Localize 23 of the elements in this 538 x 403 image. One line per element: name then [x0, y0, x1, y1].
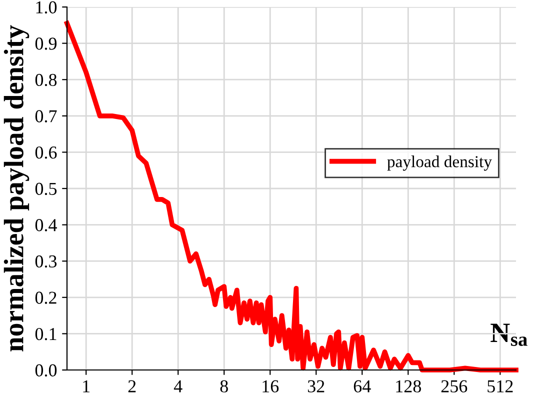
- y-axis-title: normalized payload density: [4, 25, 30, 352]
- legend-label: payload density: [387, 156, 492, 171]
- x-tick-label: 256: [441, 380, 468, 392]
- x-tick-label: 4: [174, 380, 182, 392]
- y-tick-label: 0.3: [35, 255, 57, 268]
- y-tick-label: 1.0: [36, 1, 57, 14]
- x-tick-label: 32: [308, 380, 324, 392]
- y-tick-label: 0.6: [35, 146, 57, 159]
- x-tick-label: 128: [396, 380, 421, 392]
- x-tick-label: 1: [83, 380, 90, 392]
- x-tick-label: 8: [220, 380, 228, 392]
- y-tick-label: 0.0: [35, 364, 57, 377]
- x-tick-label: 2: [128, 380, 136, 392]
- x-tick-label: 64: [354, 380, 371, 392]
- y-tick-label: 0.2: [35, 292, 56, 304]
- x-tick-label: 16: [262, 380, 279, 392]
- y-tick-label: 0.4: [35, 219, 57, 232]
- y-tick-label: 0.5: [35, 182, 57, 196]
- y-tick-label: 0.1: [35, 328, 56, 340]
- y-tick-label: 0.9: [35, 38, 57, 50]
- y-tick-label: 0.7: [35, 110, 57, 122]
- x-tick-label: 512: [488, 380, 513, 392]
- y-tick-label: 0.8: [35, 74, 57, 86]
